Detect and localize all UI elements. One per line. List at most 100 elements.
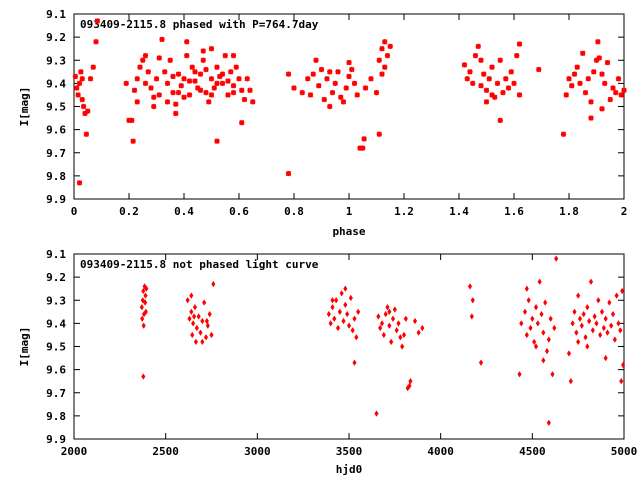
data-point	[203, 66, 209, 73]
x-tick-label: 5000	[611, 445, 638, 458]
data-point	[203, 89, 209, 96]
data-point	[618, 327, 623, 334]
data-point	[354, 333, 359, 341]
data-point	[324, 76, 330, 82]
data-point	[137, 64, 143, 70]
data-point	[408, 377, 413, 385]
chart-title: 093409-2115.8 phased with P=764.7day	[80, 18, 319, 31]
data-point	[621, 87, 627, 93]
data-point	[197, 87, 204, 93]
data-point	[332, 80, 338, 87]
data-point	[585, 343, 590, 350]
data-point	[470, 296, 475, 304]
data-point	[219, 71, 226, 77]
y-tick-label: 9.8	[46, 170, 66, 183]
data-point	[614, 292, 619, 299]
data-point	[356, 308, 361, 316]
data-point	[189, 64, 195, 70]
y-tick-label: 9.2	[46, 31, 66, 44]
data-point	[200, 317, 205, 325]
data-point	[230, 52, 237, 59]
data-point	[250, 99, 256, 105]
data-point	[546, 336, 551, 343]
data-point	[610, 85, 616, 91]
x-tick-label: 0.8	[284, 205, 304, 218]
data-point	[164, 80, 171, 87]
data-point	[517, 370, 522, 378]
data-point	[195, 85, 201, 91]
data-point	[200, 338, 205, 346]
data-point	[374, 410, 379, 417]
data-point	[489, 64, 495, 70]
data-point	[373, 89, 380, 96]
data-point	[362, 85, 369, 91]
data-point	[178, 83, 184, 89]
data-point	[522, 308, 528, 316]
data-point	[175, 71, 182, 77]
data-point	[607, 96, 613, 103]
data-point	[519, 320, 524, 327]
data-point	[574, 329, 579, 336]
data-point	[343, 85, 349, 91]
y-tick-label: 9.1	[46, 8, 66, 21]
data-point	[616, 320, 621, 327]
data-point	[352, 359, 357, 366]
data-point	[72, 73, 79, 80]
x-tick-label: 0	[71, 205, 78, 218]
data-point	[350, 327, 355, 334]
data-point	[470, 80, 476, 87]
data-point	[582, 89, 589, 96]
data-point	[192, 78, 198, 84]
data-point	[192, 69, 198, 75]
data-point	[612, 336, 617, 343]
data-point	[539, 310, 544, 318]
data-point	[134, 76, 140, 82]
data-point	[594, 320, 599, 327]
data-point	[593, 57, 600, 63]
data-point	[131, 87, 138, 93]
data-point	[142, 52, 149, 59]
data-point	[143, 292, 148, 299]
data-point	[398, 333, 403, 341]
data-point	[186, 78, 193, 84]
data-point	[184, 52, 190, 59]
x-tick-label: 1	[346, 205, 353, 218]
data-point	[219, 80, 226, 87]
data-point	[346, 73, 352, 80]
data-point	[381, 331, 386, 339]
data-point	[192, 303, 198, 311]
data-point	[400, 343, 405, 350]
data-point	[530, 315, 535, 323]
data-point	[503, 76, 509, 82]
data-point	[528, 324, 533, 332]
data-point	[208, 46, 215, 52]
data-point	[349, 66, 355, 73]
data-point	[80, 103, 87, 110]
data-point	[387, 308, 392, 316]
data-point	[585, 303, 590, 311]
x-tick-label: 1.6	[504, 205, 524, 218]
data-point	[189, 308, 194, 316]
x-tick-label: 0.6	[229, 205, 249, 218]
data-point	[577, 315, 583, 323]
x-tick-label: 4500	[519, 445, 546, 458]
data-point	[533, 303, 539, 311]
data-point	[609, 322, 614, 329]
data-point	[291, 85, 297, 91]
data-point	[230, 83, 237, 89]
data-point	[299, 89, 305, 96]
data-point	[187, 315, 192, 323]
data-point	[546, 419, 551, 427]
data-point	[184, 39, 190, 45]
data-point	[205, 322, 210, 329]
data-point	[189, 292, 194, 299]
data-point	[141, 322, 146, 329]
data-point	[618, 92, 624, 98]
data-point	[472, 52, 479, 59]
x-tick-label: 1.2	[394, 205, 414, 218]
data-point	[334, 296, 339, 304]
data-point	[599, 308, 605, 316]
data-point	[524, 285, 529, 292]
data-point	[588, 278, 594, 286]
